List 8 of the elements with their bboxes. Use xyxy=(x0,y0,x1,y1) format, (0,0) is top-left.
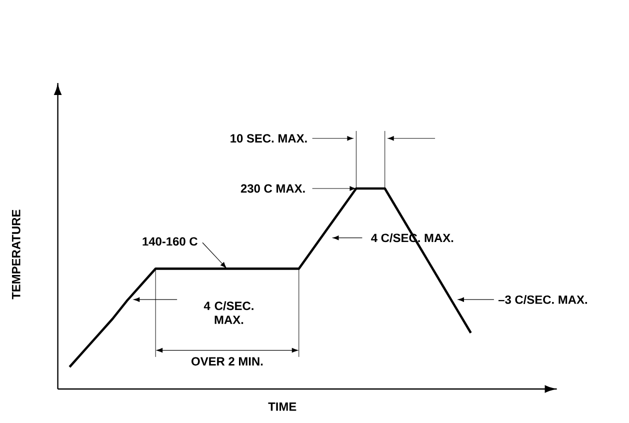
x-axis-title: TIME xyxy=(268,402,296,411)
annotation: OVER 2 MIN. xyxy=(192,357,263,366)
annotation: 140-160 C xyxy=(142,237,198,246)
text: –3 C/SEC. MAX. xyxy=(498,295,587,304)
annotation: 4 C/SEC. MAX. xyxy=(204,301,254,324)
text: 10 SEC. MAX. xyxy=(230,134,307,143)
annotation: 230 C MAX. xyxy=(240,184,305,193)
y-axis-title: TEMPERATURE xyxy=(12,210,20,300)
